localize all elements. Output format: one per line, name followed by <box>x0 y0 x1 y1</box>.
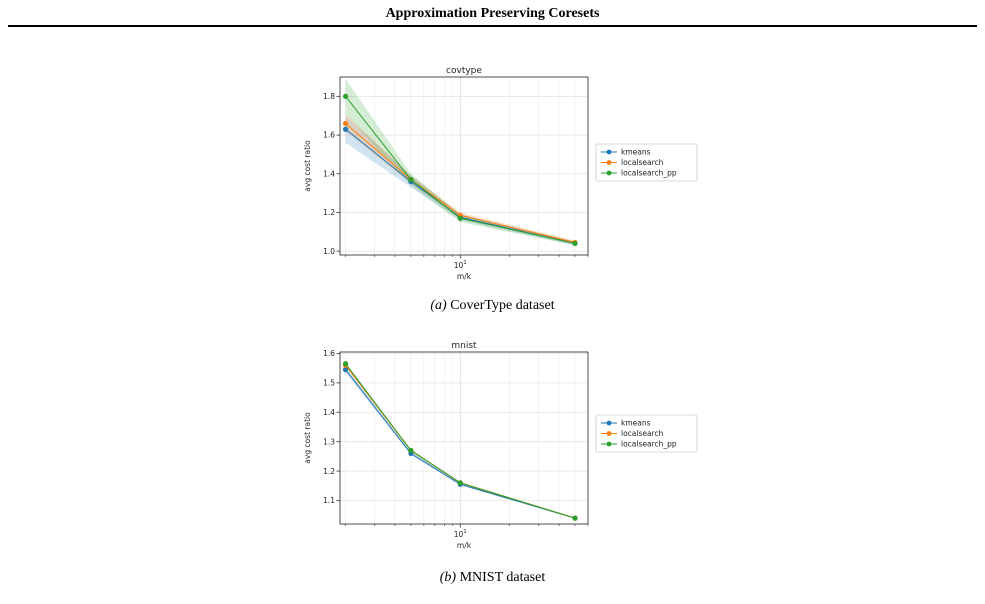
caption-b: (b) MNIST dataset <box>0 570 985 586</box>
header-rule <box>8 25 977 27</box>
legend-label-localsearch_pp: localsearch_pp <box>621 440 677 449</box>
data-point-localsearch <box>342 120 349 127</box>
y-tick-label: 1.4 <box>323 408 335 417</box>
y-tick-label: 1.8 <box>323 92 335 101</box>
y-tick-label: 1.1 <box>323 496 335 505</box>
caption-b-text: MNIST dataset <box>459 570 546 585</box>
data-point-localsearch_pp <box>457 215 463 221</box>
x-tick-label: 101 <box>454 260 467 270</box>
chart-covtype: 101 1.0 1.2 1.4 1.6 1.8 covtype m/k avg cost rat… <box>303 66 698 281</box>
x-axis-label: m/k <box>457 272 472 281</box>
caption-a-text: CoverType dataset <box>450 298 555 313</box>
data-point-kmeans <box>342 367 349 373</box>
caption-b-label: (b) <box>439 570 457 585</box>
legend-swatch-marker <box>606 160 612 165</box>
legend-label-kmeans: kmeans <box>621 148 651 157</box>
legend-box <box>595 414 698 453</box>
legend-swatch-marker <box>606 170 612 176</box>
plot-frame <box>339 351 589 525</box>
chart-title: covtype <box>446 66 482 76</box>
chart-mnist: 101 1.1 1.2 1.3 1.4 1.5 1.6 mnist m/k avg cost ra… <box>303 341 698 550</box>
legend-swatch-marker <box>606 149 612 155</box>
y-tick-label: 1.2 <box>323 467 335 476</box>
data-point-localsearch_pp <box>342 361 349 367</box>
y-tick-label: 1.3 <box>323 437 335 446</box>
series-line-localsearch <box>345 123 576 243</box>
legend-box <box>595 143 698 182</box>
chart-title: mnist <box>451 341 477 351</box>
data-point-localsearch_pp <box>342 93 349 99</box>
series-line-localsearch_pp <box>345 363 576 519</box>
data-point-localsearch_pp <box>408 176 414 183</box>
legend-label-localsearch: localsearch <box>621 158 664 167</box>
figure-b: 101 1.1 1.2 1.3 1.4 1.5 1.6 mnist m/k avg cost ra… <box>0 338 985 568</box>
data-point-localsearch_pp <box>572 515 578 521</box>
legend-label-localsearch: localsearch <box>621 429 664 438</box>
y-tick-label: 1.5 <box>323 379 335 388</box>
y-tick-label: 1.6 <box>323 349 335 358</box>
series-line-kmeans <box>345 369 576 519</box>
figure-a: 101 1.0 1.2 1.4 1.6 1.8 covtype m/k avg cost rat… <box>0 58 985 293</box>
legend-swatch-marker <box>606 441 612 447</box>
series-line-localsearch_pp <box>345 96 576 244</box>
data-point-kmeans <box>342 126 349 132</box>
legend-label-localsearch_pp: localsearch_pp <box>621 169 677 178</box>
running-head: Approximation Preserving Coresets <box>385 6 600 21</box>
confidence-band-localsearch_pp <box>345 78 576 246</box>
legend-label-kmeans: kmeans <box>621 419 651 428</box>
legend-swatch-marker <box>606 431 612 436</box>
data-point-localsearch_pp <box>457 480 463 486</box>
caption-a-label: (a) <box>430 298 447 313</box>
x-axis-label: m/k <box>457 541 472 550</box>
legend-swatch-marker <box>606 420 612 426</box>
data-point-localsearch_pp <box>572 240 578 246</box>
caption-a: (a) CoverType dataset <box>0 298 985 314</box>
y-tick-label: 1.6 <box>323 131 335 140</box>
y-tick-label: 1.0 <box>323 247 335 256</box>
y-tick-label: 1.2 <box>323 208 335 217</box>
y-axis-label: avg cost ratio <box>303 412 312 464</box>
plot-frame <box>339 76 589 256</box>
data-point-localsearch_pp <box>408 447 414 454</box>
y-axis-label: avg cost ratio <box>303 140 312 192</box>
y-tick-label: 1.4 <box>323 169 335 178</box>
x-tick-label: 101 <box>454 529 467 539</box>
